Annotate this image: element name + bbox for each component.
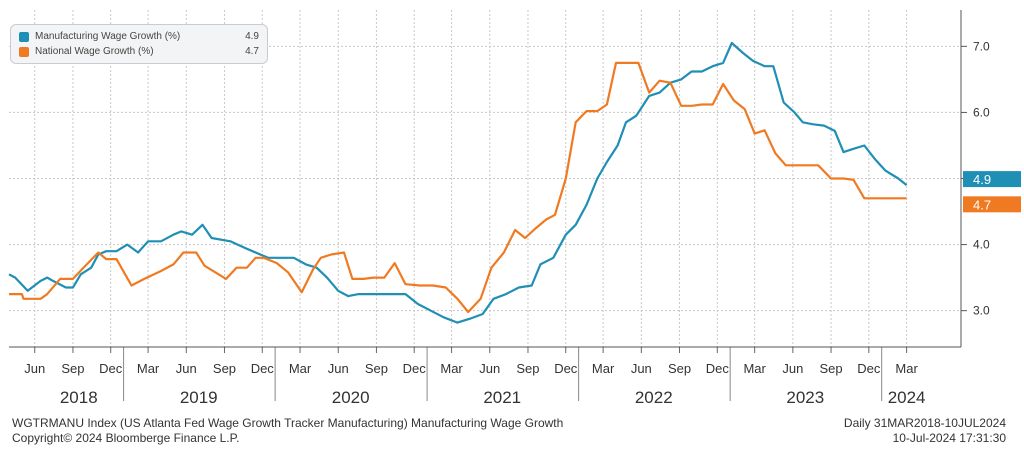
x-month-label: Dec (857, 361, 881, 376)
x-month-label: Jun (479, 361, 500, 376)
x-month-label: Mar (289, 361, 312, 376)
y-tick-label: 4.0 (973, 238, 990, 252)
legend-label-national: National Wage Growth (%) (35, 46, 154, 57)
x-year-label: 2018 (60, 388, 98, 407)
x-month-label: Dec (403, 361, 427, 376)
legend-value-national: 4.7 (245, 46, 259, 57)
x-month-label: Sep (668, 361, 691, 376)
x-month-label: Sep (213, 361, 236, 376)
x-year-label: 2019 (180, 388, 218, 407)
x-year-label: 2021 (483, 388, 521, 407)
legend-label-manufacturing: Manufacturing Wage Growth (%) (35, 31, 181, 42)
x-month-label: Mar (137, 361, 160, 376)
x-year-label: 2024 (888, 388, 926, 407)
y-tick-label: 6.0 (973, 105, 990, 119)
x-month-label: Sep (61, 361, 84, 376)
x-month-label: Jun (631, 361, 652, 376)
x-month-label: Sep (516, 361, 539, 376)
x-month-label: Mar (440, 361, 463, 376)
last-value-tag-national (963, 196, 1021, 213)
x-month-label: Jun (328, 361, 349, 376)
x-month-label: Mar (895, 361, 918, 376)
legend-value-manufacturing: 4.9 (245, 31, 259, 42)
x-month-label: Sep (365, 361, 388, 376)
x-year-label: 2022 (635, 388, 673, 407)
series-line-manufacturing (8, 41, 908, 324)
legend-item-manufacturing: Manufacturing Wage Growth (%) 4.9 (19, 29, 259, 44)
x-month-label: Jun (24, 361, 45, 376)
x-month-label: Mar (743, 361, 766, 376)
chart-legend: Manufacturing Wage Growth (%) 4.9 Nation… (10, 24, 268, 64)
y-tick-label: 7.0 (973, 39, 990, 53)
legend-swatch-national (19, 46, 29, 57)
footer-timestamp: 10-Jul-2024 17:31:30 (892, 431, 1006, 445)
x-year-label: 2020 (332, 388, 370, 407)
x-month-label: Mar (592, 361, 615, 376)
x-month-label: Jun (782, 361, 803, 376)
last-value-label-manufacturing: 4.9 (973, 172, 991, 187)
x-month-label: Jun (176, 361, 197, 376)
x-month-label: Dec (554, 361, 578, 376)
footer-copyright: Copyright© 2024 Bloomberge Finance L.P. (12, 431, 240, 445)
x-month-label: Dec (99, 361, 123, 376)
footer-index-line: WGTRMANU Index (US Atlanta Fed Wage Grow… (12, 416, 564, 430)
legend-swatch-manufacturing (19, 31, 29, 42)
last-value-label-national: 4.7 (973, 197, 991, 212)
series-line-national (9, 61, 907, 314)
last-value-tag-manufacturing (963, 171, 1021, 188)
legend-item-national: National Wage Growth (%) 4.7 (19, 44, 259, 59)
x-month-label: Dec (706, 361, 730, 376)
footer-range: Daily 31MAR2018-10JUL2024 (843, 416, 1006, 430)
x-year-label: 2023 (786, 388, 824, 407)
y-tick-label: 3.0 (973, 304, 990, 318)
x-month-label: Sep (819, 361, 842, 376)
x-month-label: Dec (251, 361, 275, 376)
